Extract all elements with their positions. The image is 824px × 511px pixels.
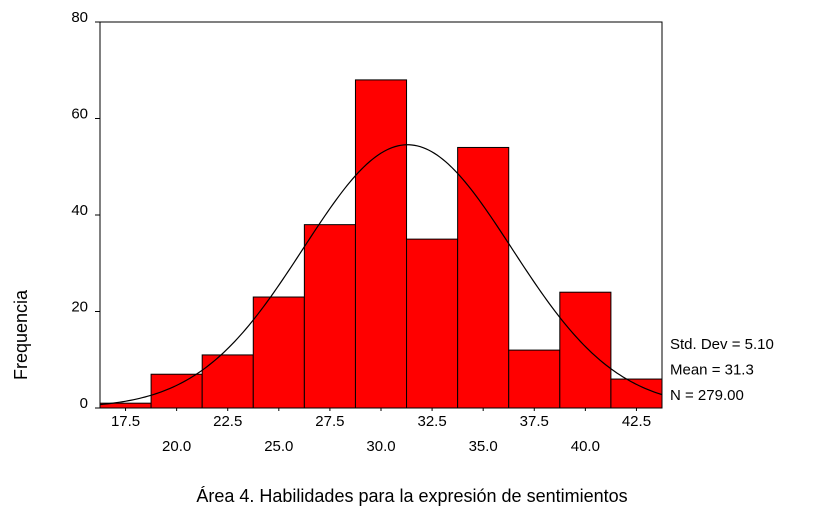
y-axis-label: Frequencia xyxy=(11,289,31,380)
bar xyxy=(252,296,305,409)
x-tick-label: 35.0 xyxy=(469,438,498,455)
x-tick-label: 30.0 xyxy=(366,438,395,455)
x-tick-label: 32.5 xyxy=(417,413,446,430)
bar xyxy=(610,378,663,409)
bar xyxy=(201,354,254,409)
x-tick-label: 42.5 xyxy=(622,413,651,430)
bar xyxy=(303,224,356,409)
x-tick-label: 37.5 xyxy=(520,413,549,430)
y-tick-label: 20 xyxy=(71,298,88,315)
bar xyxy=(406,238,459,409)
y-tick-label: 40 xyxy=(71,202,88,219)
y-tick-label: 80 xyxy=(71,9,88,26)
y-tick-label: 60 xyxy=(71,105,88,122)
bar xyxy=(559,291,612,409)
bar xyxy=(150,373,203,409)
x-tick-label: 40.0 xyxy=(571,438,600,455)
x-tick-label: 27.5 xyxy=(315,413,344,430)
bar xyxy=(354,79,408,409)
stats-label: Mean = 31.3 xyxy=(670,361,754,378)
normal-curve xyxy=(99,144,663,406)
stats-label: N = 279.00 xyxy=(670,387,744,404)
chart-title: Área 4. Habilidades para la expresión de… xyxy=(196,486,627,506)
x-tick-label: 22.5 xyxy=(213,413,242,430)
stats-label: Std. Dev = 5.10 xyxy=(670,336,774,353)
bar xyxy=(457,146,510,409)
bar xyxy=(508,349,561,409)
x-tick-label: 20.0 xyxy=(162,438,191,455)
y-tick-label: 0 xyxy=(80,395,88,412)
x-tick-label: 25.0 xyxy=(264,438,293,455)
x-tick-label: 17.5 xyxy=(111,413,140,430)
